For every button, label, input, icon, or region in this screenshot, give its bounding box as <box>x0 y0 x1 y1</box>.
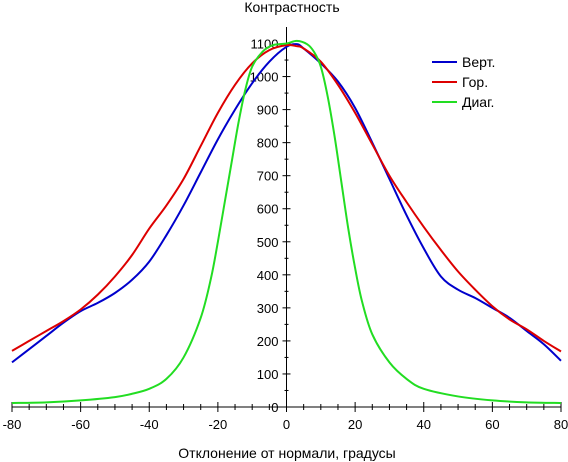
x-tick-label: 60 <box>485 417 499 432</box>
legend: Верт. Гор. Диаг. <box>432 54 495 110</box>
y-tick-label: 500 <box>257 235 279 250</box>
y-axis-ticks: 0 100 200 300 400 500 600 700 800 900 1000 1100 <box>250 37 291 415</box>
x-tick-label: -20 <box>208 417 227 432</box>
y-tick-label: 0 <box>271 400 278 415</box>
chart-title: Контрастность <box>244 0 339 15</box>
y-tick-label: 400 <box>257 268 279 283</box>
x-tick-label: 20 <box>348 417 362 432</box>
y-tick-label: 1100 <box>251 37 279 52</box>
y-tick-label: 300 <box>257 301 279 316</box>
y-tick-label: 600 <box>257 202 279 217</box>
y-tick-label: 200 <box>257 334 279 349</box>
x-tick-label: 0 <box>283 417 290 432</box>
legend-label-2: Гор. <box>462 74 488 90</box>
series-line-3 <box>11 39 562 405</box>
y-tick-label: 700 <box>257 169 279 184</box>
x-axis-ticks: -80 -60 -40 -20 0 20 40 60 80 <box>3 402 568 432</box>
x-tick-label: 40 <box>417 417 431 432</box>
series-layer <box>11 39 562 405</box>
x-tick-label: -80 <box>3 417 22 432</box>
legend-label-1: Верт. <box>462 54 495 70</box>
series-line-2 <box>11 43 562 353</box>
x-axis-label: Отклонение от нормали, градусы <box>178 445 395 461</box>
y-tick-label: 100 <box>257 367 279 382</box>
y-tick-label: 800 <box>257 136 279 151</box>
y-tick-label: 900 <box>257 103 279 118</box>
x-tick-label: -40 <box>140 417 159 432</box>
x-tick-label: 80 <box>554 417 568 432</box>
y-tick-label: 1000 <box>250 70 279 85</box>
legend-label-3: Диаг. <box>462 94 494 110</box>
x-tick-label: -60 <box>71 417 90 432</box>
